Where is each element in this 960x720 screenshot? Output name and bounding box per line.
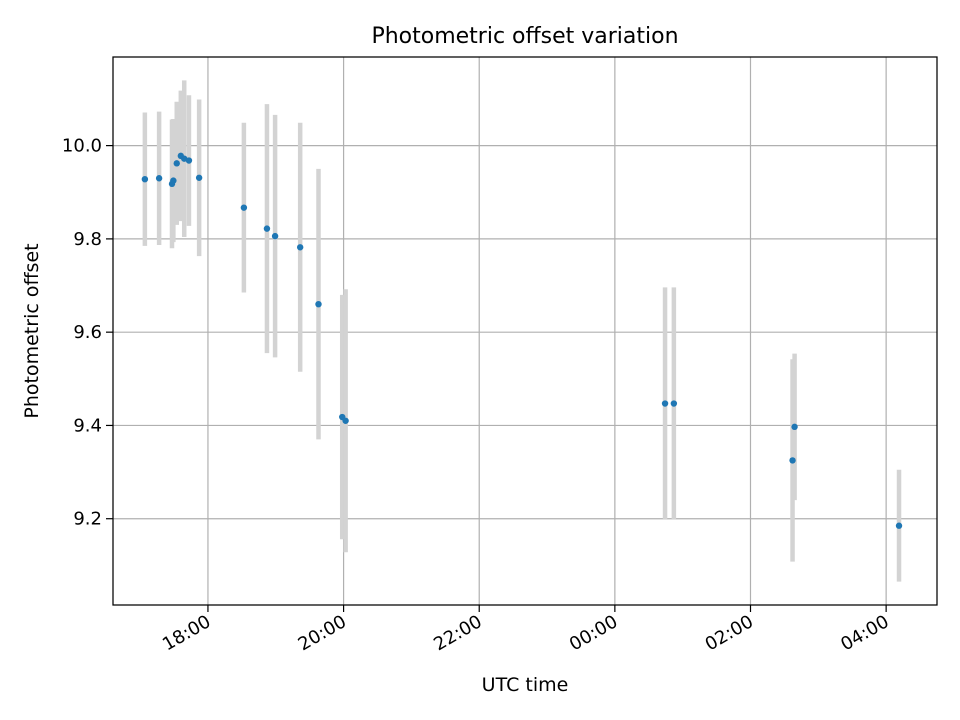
data-point: [240, 204, 248, 211]
y-axis-ticks: 9.2 9.4 9.6 9.8 10.0: [62, 136, 113, 530]
y-tick-label: 9.2: [73, 509, 102, 530]
data-point: [791, 423, 798, 431]
chart-title: Photometric offset variation: [371, 24, 678, 49]
y-tick-label: 9.8: [73, 229, 102, 250]
data-point: [263, 225, 271, 232]
data-point: [342, 417, 349, 424]
plot-area: [113, 57, 937, 605]
data-point: [170, 177, 177, 184]
data-point: [195, 174, 203, 181]
y-axis-label: Photometric offset: [21, 243, 43, 418]
plot-frame: [112, 56, 938, 606]
data-point: [296, 244, 304, 251]
data-point: [185, 157, 193, 164]
data-point: [670, 400, 678, 407]
data-point: [141, 175, 149, 183]
data-point: [661, 400, 669, 407]
data-point: [271, 232, 279, 240]
data-points: [141, 152, 903, 529]
y-tick-label: 9.6: [73, 322, 102, 343]
y-tick-label: 9.4: [73, 415, 102, 436]
data-point: [155, 175, 163, 182]
data-point: [173, 160, 180, 167]
data-point: [315, 300, 322, 308]
data-point: [895, 522, 903, 529]
x-axis-label: UTC time: [482, 674, 569, 696]
y-tick-label: 10.0: [62, 136, 102, 157]
data-point: [789, 457, 796, 464]
